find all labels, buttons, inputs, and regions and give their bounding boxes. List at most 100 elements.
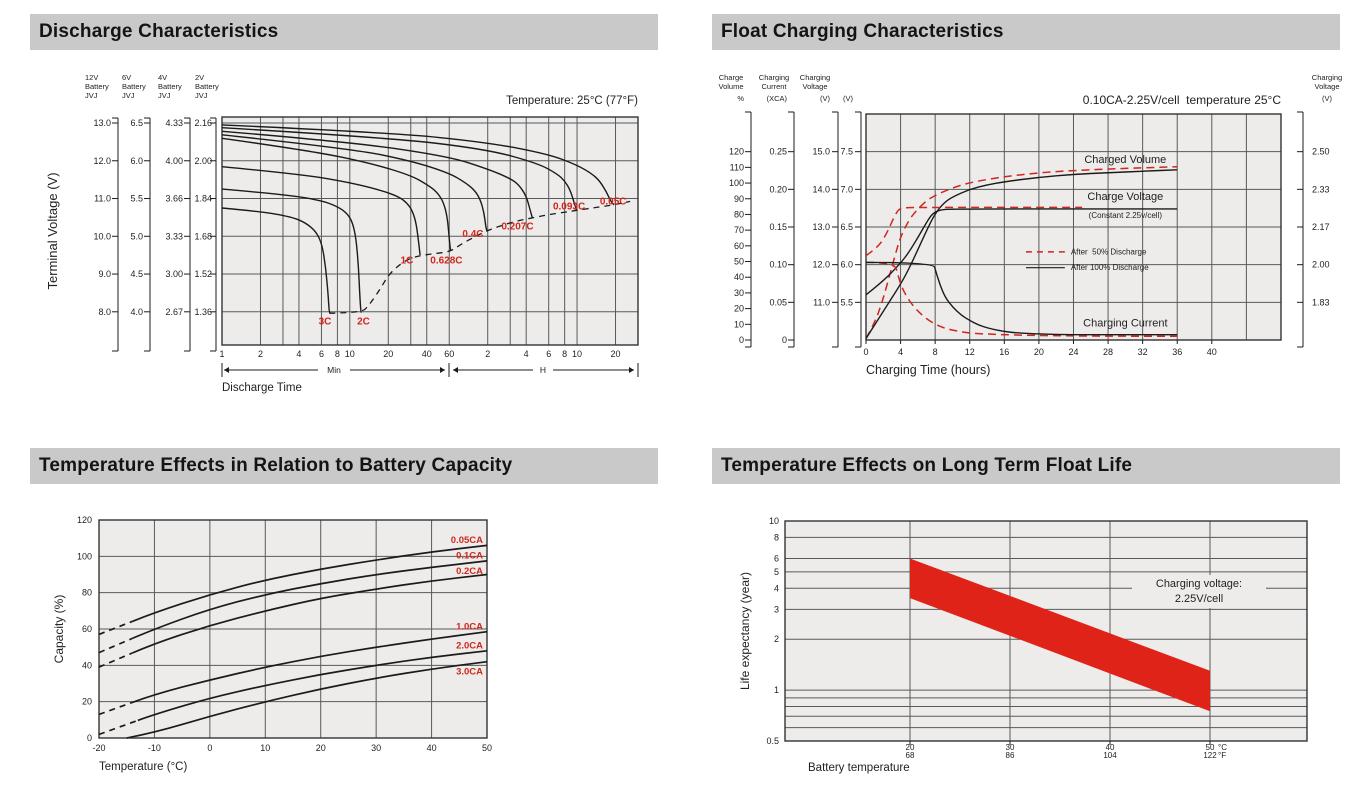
y-tick-label: 100 [77, 551, 92, 561]
scale-tick-label: 1.84 [194, 194, 212, 204]
y-tick-label: 8 [774, 532, 779, 542]
x-tick-label: 10 [572, 349, 582, 359]
x-tick-label: 50 [482, 743, 492, 753]
float-life-chart: Charging voltage:2.25V/cell1086543210.52… [738, 516, 1308, 774]
life-expectancy-band [910, 558, 1210, 712]
axis-tick-label: 2.33 [1312, 184, 1330, 194]
axis-tick-label: 15.0 [812, 147, 830, 157]
x-tick-label: 20 [383, 349, 393, 359]
cutoff-voltage-dashed-curve [329, 200, 631, 314]
axis-header: Charging [800, 73, 830, 82]
series-2.0CA [137, 649, 488, 722]
axis-tick-label: 50 [734, 257, 744, 267]
section-title-temperature-capacity: Temperature Effects in Relation to Batte… [30, 448, 658, 484]
axis-tick-label: 11.0 [813, 297, 830, 307]
axis-unit: (V) [843, 94, 854, 103]
y-tick-label: 80 [82, 588, 92, 598]
series-charged-volume-100 [865, 169, 1178, 339]
scale-header: Battery [195, 82, 219, 91]
temperature-capacity-plot-group: 0.05CA 0.1CA 0.2CA 1.0CA 2.0CA 3.0CA 0 20 40 60 80… [52, 515, 492, 773]
axis-unit: % [737, 94, 744, 103]
axis-tick-label: 0.05 [769, 297, 787, 307]
x-axis-title: Discharge Time [222, 382, 302, 394]
plot-label: (Constant 2.25v/cell) [1089, 211, 1163, 220]
scale-tick-label: 5.5 [130, 194, 143, 204]
axis-tick-label: 2.50 [1312, 147, 1330, 157]
charging-annotation: 0.10CA-2.25V/cell temperature 25°C [1083, 93, 1282, 107]
series-3.0CA [126, 660, 488, 739]
x-tick-label: 20 [611, 349, 621, 359]
plot-border [221, 116, 639, 346]
y-tick-label: 60 [82, 624, 92, 634]
scale-tick-label: 2.67 [165, 307, 183, 317]
scale-tick-label: 6.5 [130, 118, 143, 128]
scale-tick-label: 2.00 [194, 156, 212, 166]
y-tick-label: 0 [87, 733, 92, 743]
axis-tick-label: 12.0 [812, 260, 830, 270]
series-label-3.0CA: 3.0CA [456, 667, 483, 678]
section-title-float-charging: Float Charging Characteristics [712, 14, 1340, 50]
scale-tick-label: 3.33 [165, 231, 183, 241]
scale-tick-label: 2.16 [194, 118, 212, 128]
series-label-0.1CA: 0.1CA [456, 550, 483, 561]
axis-tick-label: 0.20 [769, 184, 787, 194]
series-1.0CA-dashed [98, 701, 133, 716]
axis-tick-label: 20 [734, 304, 744, 314]
y-tick-label: 5 [774, 567, 779, 577]
axis-header: Current [761, 82, 787, 91]
x-axis-title: Battery temperature [808, 762, 910, 774]
plot-border [784, 520, 1308, 742]
scale-tick-label: 3.00 [165, 269, 183, 279]
x-tick-label: 16 [999, 347, 1009, 357]
axis-tick-label: 7.0 [840, 184, 853, 194]
series-label-3C: 3C [319, 317, 332, 328]
series-label-0.628C: 0.628C [430, 255, 462, 266]
scale-tick-label: 4.00 [165, 156, 183, 166]
y-tick-label: 4 [774, 583, 779, 593]
axis-tick-label: 1.83 [1312, 297, 1330, 307]
x-unit-celsius: °C [1218, 743, 1227, 752]
x-tick-label: 24 [1068, 347, 1078, 357]
series-charge-voltage-50 [865, 206, 1083, 257]
scale-header: 2V [195, 73, 204, 82]
plot-area [222, 117, 638, 345]
axis-tick-label: 120 [729, 147, 744, 157]
axis-tick-label: 6.5 [840, 222, 853, 232]
axis-tick-label: 40 [734, 272, 744, 282]
x-tick-label: 8 [933, 347, 938, 357]
axis-header: Voltage [802, 82, 827, 91]
x-tick-label-celsius: 30 [1006, 743, 1015, 752]
scale-tick-label: 12.0 [93, 156, 111, 166]
axis-tick-label: 2.17 [1312, 222, 1330, 232]
series-3C [221, 207, 331, 314]
x-tick-label: 4 [296, 349, 301, 359]
x-tick-label: 28 [1103, 347, 1113, 357]
axis-tick-label: 0.10 [769, 260, 787, 270]
x-tick-label: 32 [1138, 347, 1148, 357]
arrowhead [440, 367, 445, 373]
scale-header: Battery [158, 82, 182, 91]
series-2C [221, 188, 362, 313]
series-label-1.0CA: 1.0CA [456, 621, 483, 632]
scale-tick-label: 6.0 [130, 156, 143, 166]
series-label-0.093C: 0.093C [553, 202, 585, 213]
series-0.207C [221, 130, 533, 219]
y-tick-label: 1 [774, 685, 779, 695]
scale-tick-label: 8.0 [98, 307, 111, 317]
scale-tick-label: 4.33 [165, 118, 183, 128]
x-tick-label: 40 [427, 743, 437, 753]
y-tick-label: 120 [77, 515, 92, 525]
y-tick-label: 10 [769, 516, 779, 526]
series-label-0.207C: 0.207C [501, 221, 533, 232]
x-tick-label: -10 [148, 743, 161, 753]
scale-header: 12V [85, 73, 98, 82]
y-axis-title: Capacity (%) [52, 595, 66, 664]
x-unit-fahrenheit: °F [1218, 751, 1226, 760]
x-tick-label: 4 [898, 347, 903, 357]
x-tick-label: 10 [260, 743, 270, 753]
axis-tick-label: 0 [782, 335, 787, 345]
axis-tick-label: 0.25 [769, 147, 787, 157]
scale-tick-label: 3.66 [165, 194, 183, 204]
